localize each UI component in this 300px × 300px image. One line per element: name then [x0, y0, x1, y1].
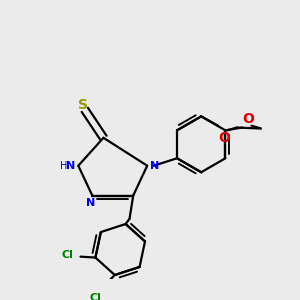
Text: S: S — [78, 98, 88, 112]
Text: H: H — [60, 161, 67, 171]
Text: O: O — [243, 112, 255, 126]
Text: O: O — [218, 131, 230, 145]
Text: N: N — [86, 198, 95, 208]
Text: N: N — [150, 161, 159, 171]
Text: Cl: Cl — [61, 250, 74, 260]
Text: N: N — [66, 161, 76, 171]
Text: Cl: Cl — [89, 293, 101, 300]
